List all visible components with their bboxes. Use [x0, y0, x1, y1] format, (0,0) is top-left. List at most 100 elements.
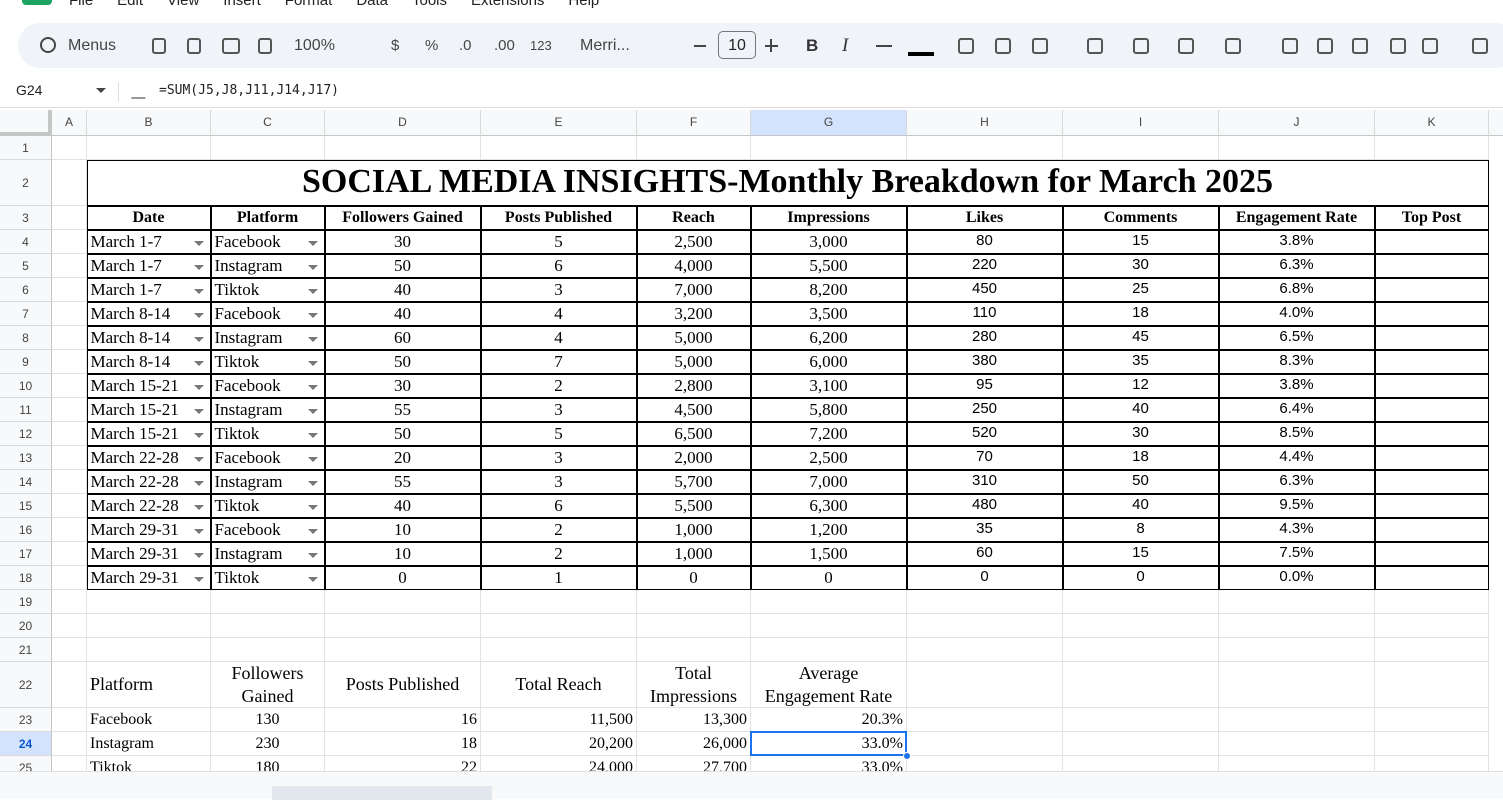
row-header[interactable]: 14	[0, 470, 52, 494]
cell[interactable]	[1375, 708, 1489, 732]
menu-item[interactable]: View	[167, 0, 200, 9]
cell[interactable]: 6,500	[636, 421, 751, 446]
column-header[interactable]: E	[481, 110, 637, 136]
cell[interactable]: 6.4%	[1218, 397, 1375, 422]
cell[interactable]: 5	[480, 421, 637, 446]
cell[interactable]	[1063, 708, 1219, 732]
menu-item[interactable]: Edit	[117, 0, 144, 9]
undo[interactable]	[152, 38, 166, 54]
cell[interactable]: 18	[1062, 301, 1219, 326]
name-box[interactable]: G24	[16, 82, 43, 98]
strikethrough[interactable]	[876, 45, 892, 47]
cell[interactable]: 6,300	[750, 493, 907, 518]
percent[interactable]: %	[425, 37, 439, 54]
cell[interactable]: 10	[324, 517, 481, 542]
cell[interactable]: 95	[906, 373, 1063, 398]
cell[interactable]: 2	[480, 373, 637, 398]
cell[interactable]: 10	[324, 541, 481, 566]
row-header[interactable]: 9	[0, 350, 52, 374]
cell[interactable]: 35	[1062, 349, 1219, 374]
row-header[interactable]: 4	[0, 230, 52, 254]
header-cell[interactable]: Platform	[210, 205, 325, 230]
bold[interactable]: B	[806, 36, 819, 55]
cell[interactable]: 50	[324, 421, 481, 446]
cell[interactable]	[52, 590, 87, 614]
row-header[interactable]: 15	[0, 494, 52, 518]
cell[interactable]	[751, 136, 907, 160]
cell[interactable]: 12	[1062, 373, 1219, 398]
cell[interactable]: 1,200	[750, 517, 907, 542]
header-cell[interactable]: Reach	[636, 205, 751, 230]
cell[interactable]	[52, 566, 87, 590]
cell[interactable]	[1375, 732, 1489, 756]
cell[interactable]	[1374, 445, 1489, 470]
summary-header[interactable]: Platform	[87, 662, 211, 708]
cell[interactable]	[907, 590, 1063, 614]
cell[interactable]: 30	[324, 373, 481, 398]
cell[interactable]	[1063, 662, 1219, 708]
dropdown-arrow[interactable]	[307, 504, 318, 510]
cell[interactable]	[1374, 301, 1489, 326]
dropdown-arrow[interactable]	[193, 504, 204, 510]
cell[interactable]: 70	[906, 445, 1063, 470]
cell[interactable]: 450	[906, 277, 1063, 302]
toolbar-icon[interactable]	[1178, 38, 1194, 54]
cell[interactable]: 6	[480, 493, 637, 518]
cell[interactable]: 1,000	[636, 517, 751, 542]
cell[interactable]: Facebook	[210, 373, 325, 398]
cell[interactable]	[52, 614, 87, 638]
cell[interactable]: 3	[480, 397, 637, 422]
cell[interactable]	[52, 708, 87, 732]
toolbar-icon[interactable]	[1133, 38, 1149, 54]
header-cell[interactable]: Followers Gained	[324, 205, 481, 230]
selection[interactable]	[750, 731, 907, 756]
cell[interactable]: 5,700	[636, 469, 751, 494]
cell[interactable]	[1219, 136, 1375, 160]
cell[interactable]: 5,000	[636, 325, 751, 350]
cell[interactable]	[481, 136, 637, 160]
selection-handle[interactable]	[903, 752, 911, 760]
dropdown-arrow[interactable]	[193, 576, 204, 582]
cell[interactable]: 280	[906, 325, 1063, 350]
column-header[interactable]: A	[52, 110, 87, 136]
toolbar-icon[interactable]	[995, 38, 1011, 54]
menu-item[interactable]: File	[69, 0, 94, 9]
cell[interactable]: 15	[1062, 229, 1219, 254]
dropdown-arrow[interactable]	[307, 240, 318, 246]
dropdown-arrow[interactable]	[307, 312, 318, 318]
dropdown-arrow[interactable]	[193, 312, 204, 318]
cell[interactable]: 8	[1062, 517, 1219, 542]
currency[interactable]: $	[391, 37, 400, 54]
toolbar-icon[interactable]	[1422, 38, 1438, 54]
cell[interactable]	[637, 136, 751, 160]
cell[interactable]: 20,200	[481, 732, 637, 756]
cell[interactable]	[1219, 638, 1375, 662]
dropdown-arrow[interactable]	[307, 360, 318, 366]
menu-item[interactable]: Format	[284, 0, 333, 9]
dropdown-arrow[interactable]	[193, 360, 204, 366]
cell[interactable]: 11,500	[481, 708, 637, 732]
cell[interactable]: 6.3%	[1218, 469, 1375, 494]
cell[interactable]	[52, 398, 87, 422]
cell[interactable]	[52, 662, 87, 708]
cell[interactable]: 40	[1062, 493, 1219, 518]
cell[interactable]: 2,000	[636, 445, 751, 470]
cell[interactable]: 3.8%	[1218, 229, 1375, 254]
cell[interactable]: 5,500	[750, 253, 907, 278]
cell[interactable]: March 15-21	[86, 421, 211, 446]
cell[interactable]	[1374, 277, 1489, 302]
cell[interactable]	[637, 590, 751, 614]
column-header[interactable]: C	[211, 110, 325, 136]
cell[interactable]: 6.3%	[1218, 253, 1375, 278]
cell[interactable]: 35	[906, 517, 1063, 542]
cell[interactable]: March 8-14	[86, 301, 211, 326]
cell[interactable]	[325, 638, 481, 662]
column-header[interactable]: B	[87, 110, 211, 136]
cell[interactable]: 0	[636, 565, 751, 590]
scrollbar-thumb[interactable]	[272, 786, 492, 800]
cell[interactable]: 27,700	[637, 756, 751, 771]
cell[interactable]: 55	[324, 469, 481, 494]
row-header[interactable]: 11	[0, 398, 52, 422]
cell[interactable]: 4.0%	[1218, 301, 1375, 326]
cell[interactable]: 310	[906, 469, 1063, 494]
